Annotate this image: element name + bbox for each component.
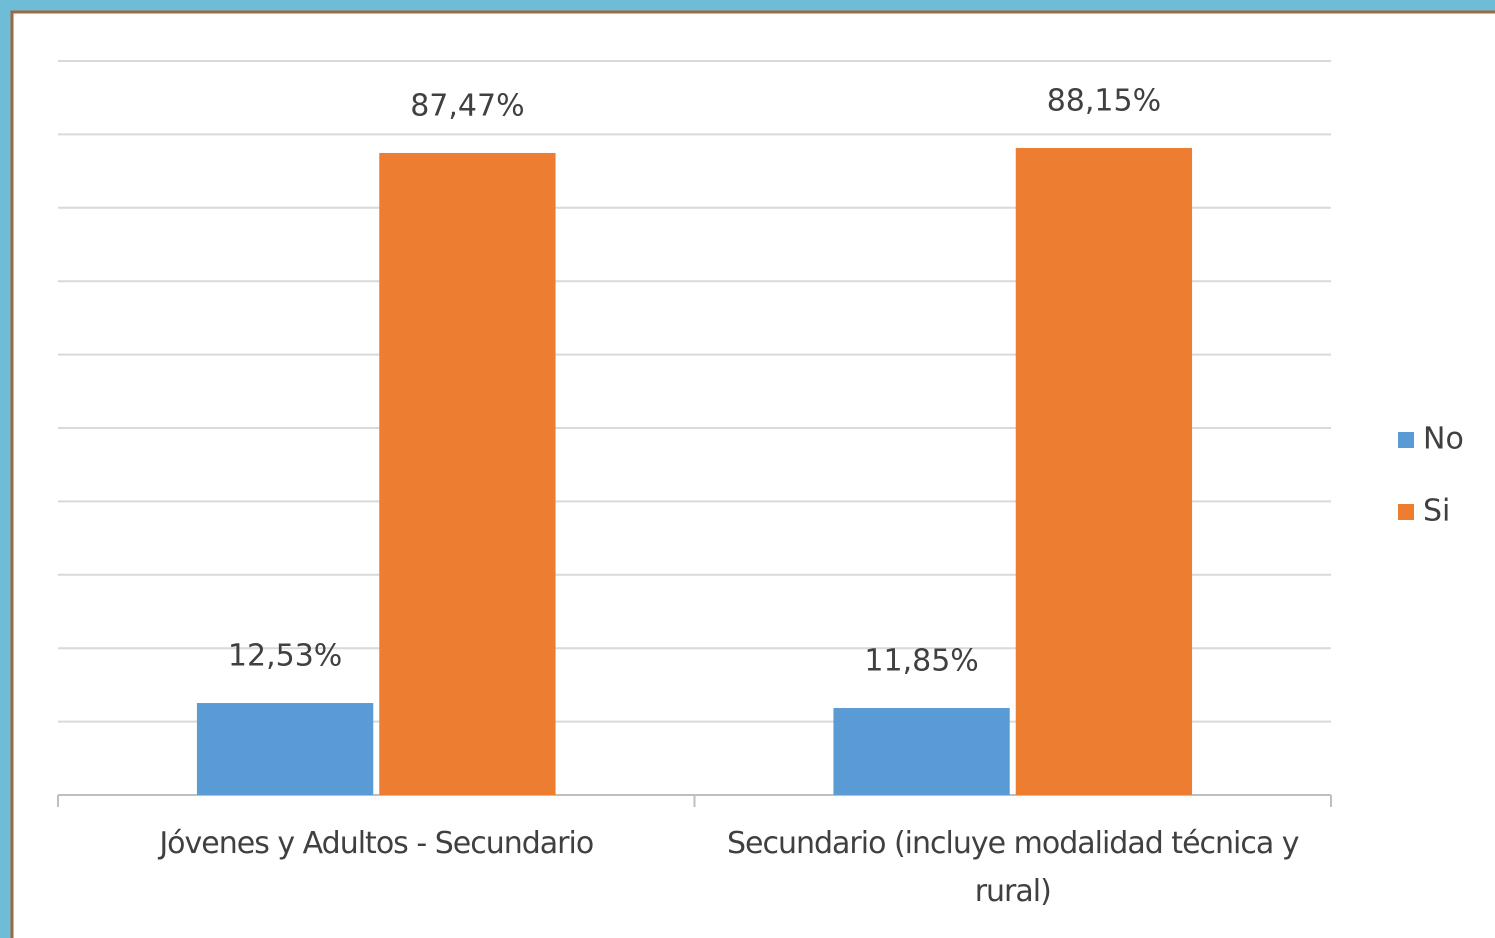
x-tick-label: Secundario (incluye modalidad técnica y … — [726, 826, 1300, 909]
legend-label: No — [1423, 422, 1464, 457]
bar — [1015, 147, 1193, 795]
legend-label: Si — [1423, 494, 1450, 529]
bar — [379, 152, 556, 795]
legend-swatch — [1398, 504, 1414, 520]
bar — [196, 703, 374, 795]
chart-frame — [10, 10, 1495, 938]
value-label: 11,85% — [864, 644, 978, 679]
bar — [833, 708, 1010, 795]
legend-swatch — [1398, 432, 1414, 448]
value-label: 87,47% — [410, 88, 524, 123]
x-tick-label: Jóvenes y Adultos - Secundario — [159, 826, 594, 861]
value-label: 12,53% — [228, 639, 342, 674]
value-label: 88,15% — [1047, 83, 1161, 118]
